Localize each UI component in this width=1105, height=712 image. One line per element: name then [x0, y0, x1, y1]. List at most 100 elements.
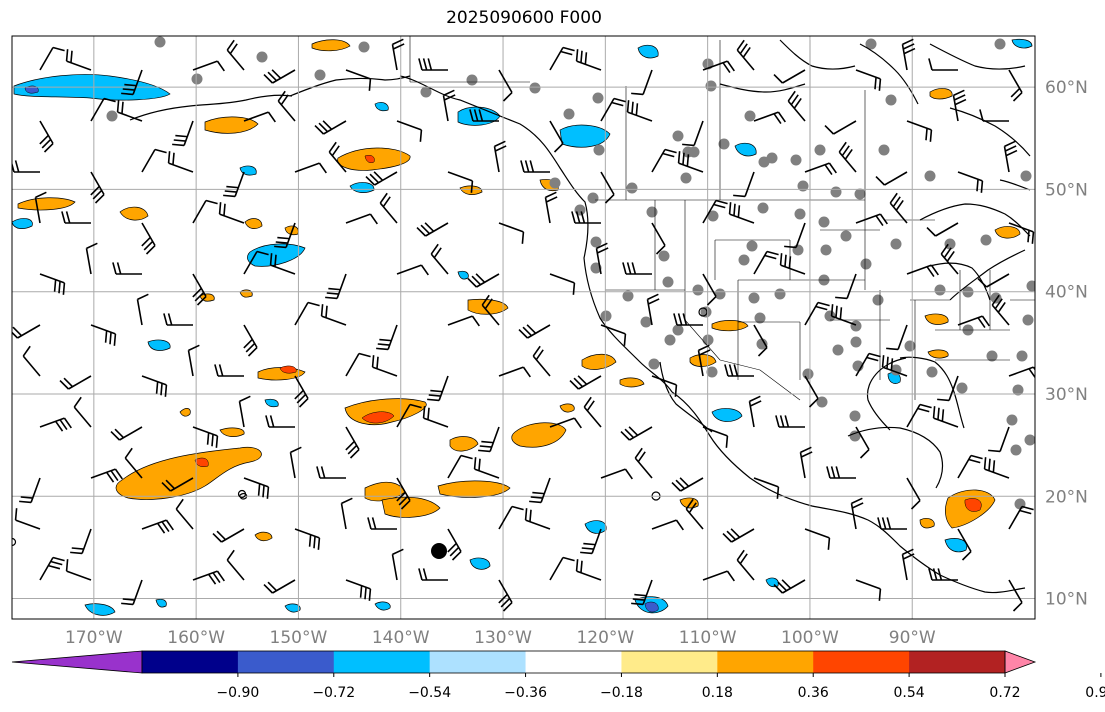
station-dot — [587, 192, 599, 204]
station-dot — [466, 74, 478, 86]
wind-barb — [481, 294, 500, 326]
colorbar-segment — [813, 651, 910, 673]
wind-barb — [478, 426, 500, 453]
wind-barb — [830, 304, 857, 326]
wind-barb — [167, 151, 194, 173]
wind-barb — [682, 120, 704, 147]
wind-barb — [473, 457, 500, 479]
wind-barb — [340, 497, 353, 530]
wind-barb — [983, 457, 1010, 479]
wind-barb — [875, 171, 908, 186]
wind-barb — [39, 417, 72, 432]
station-dot — [622, 290, 634, 302]
station-dot — [574, 204, 586, 216]
wind-barb — [418, 568, 448, 581]
wind-barb — [124, 447, 143, 479]
colorbar-tick-label: −0.36 — [504, 685, 547, 701]
wind-barb — [651, 519, 684, 531]
wind-barb — [376, 324, 398, 351]
colorbar-segment — [717, 651, 814, 673]
station-dot — [549, 177, 561, 189]
map-frame — [11, 35, 1036, 620]
wind-barb — [345, 352, 371, 377]
wind-barb — [430, 243, 449, 275]
station-dot — [766, 152, 778, 164]
wind-barb — [391, 548, 404, 581]
wind-barb — [214, 364, 244, 377]
wind-barb — [753, 111, 786, 124]
storm-center-marker — [431, 543, 447, 559]
wind-barb — [12, 160, 40, 173]
colorbar-segment — [909, 651, 1006, 673]
wind-barb — [265, 415, 295, 428]
station-dot — [718, 138, 730, 150]
wind-barb — [243, 250, 269, 275]
wind-barb — [702, 570, 735, 582]
station-dot — [956, 382, 968, 394]
wind-barb — [294, 162, 327, 174]
wind-barb — [73, 396, 92, 428]
wind-barb — [520, 160, 550, 173]
station-dot — [824, 310, 836, 322]
wind-barb — [524, 508, 551, 530]
wind-barb — [422, 406, 449, 428]
latitude-label: 60°N — [1045, 78, 1088, 98]
colorbar-tick-label: −0.18 — [600, 685, 643, 701]
wind-barb — [39, 46, 65, 71]
station-dot — [662, 276, 674, 288]
station-dot — [600, 310, 612, 322]
wind-barb — [498, 579, 513, 612]
station-dot — [256, 51, 268, 63]
wind-barb — [702, 426, 729, 448]
wind-barb — [12, 324, 41, 339]
wind-barb — [855, 69, 882, 91]
colorbar-tick-label: −0.72 — [312, 685, 355, 701]
station-dot — [664, 334, 676, 346]
wind-barb — [498, 69, 513, 102]
wind-barb — [121, 69, 143, 96]
station-dot — [818, 216, 830, 228]
wind-barb — [826, 466, 856, 479]
station-dot — [714, 288, 726, 300]
land-dots — [106, 36, 1035, 510]
wind-barb — [243, 477, 270, 499]
wind-barb — [396, 120, 423, 142]
station-dot — [748, 292, 760, 304]
wind-barb — [371, 355, 398, 377]
wind-barb — [1003, 140, 1018, 173]
station-dot — [529, 82, 541, 94]
wind-barb — [631, 579, 653, 606]
wind-barb — [651, 148, 677, 173]
wind-barb — [396, 403, 422, 428]
wind-barb — [316, 466, 346, 479]
station-dot — [640, 316, 652, 328]
longitude-label: 170°W — [65, 628, 123, 648]
wind-barb — [651, 222, 666, 255]
wind-barb — [979, 109, 1009, 122]
wind-barb — [529, 477, 551, 504]
wind-barb — [549, 46, 575, 71]
wind-barb — [90, 97, 116, 122]
station-dot — [849, 430, 861, 442]
station-dot — [590, 236, 602, 248]
wind-barb — [753, 477, 780, 499]
wind-barb — [646, 293, 660, 326]
wind-barb — [877, 517, 907, 530]
latitude-labels: 60°N 50°N 40°N 30°N 20°N 10°N — [1045, 78, 1088, 609]
colorbar-segment — [237, 651, 335, 673]
longitude-label: 150°W — [270, 628, 328, 648]
station-dot — [820, 244, 832, 256]
wind-barb — [39, 120, 54, 153]
wind-barb — [804, 301, 830, 326]
wind-barb — [804, 375, 819, 408]
wind-barb — [855, 579, 882, 601]
wind-barb — [886, 324, 908, 351]
wind-barb — [34, 191, 47, 224]
colorbar-outline — [141, 650, 1006, 674]
wind-barb — [937, 375, 959, 402]
station-dot — [774, 288, 786, 300]
island-outline — [12, 537, 17, 547]
graticule — [12, 36, 1035, 619]
wind-barb — [753, 250, 779, 275]
